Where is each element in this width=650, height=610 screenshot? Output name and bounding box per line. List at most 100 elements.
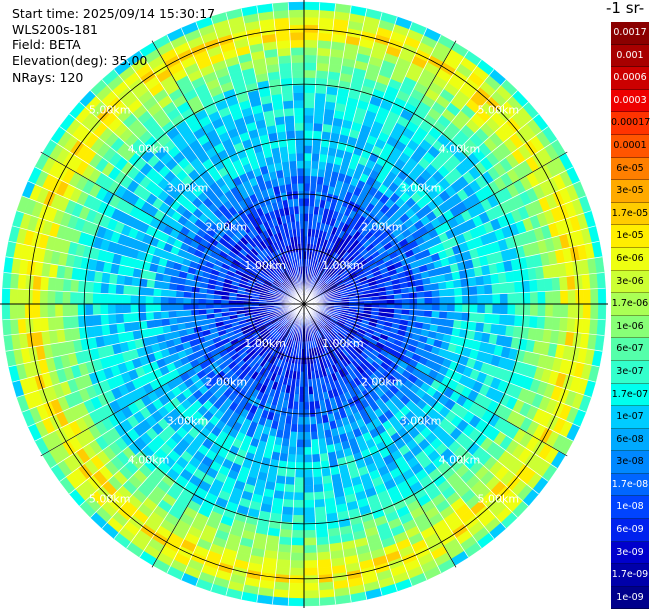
- colorbar-tick-label: 3e-07: [611, 360, 649, 384]
- ppi-gate: [160, 288, 170, 298]
- elevation-label: Elevation(deg): 35.00: [12, 53, 148, 68]
- ppi-gate: [297, 409, 305, 418]
- ppi-gate: [311, 453, 321, 463]
- ppi-gate: [469, 294, 478, 305]
- ppi-gate: [303, 537, 317, 546]
- ppi-gate: [70, 279, 79, 293]
- ppi-gate: [499, 314, 508, 326]
- ppi-gate: [115, 293, 124, 305]
- ppi-gate: [296, 167, 305, 177]
- ppi-gate: [317, 32, 333, 42]
- colorbar-tick-label: 1e-08: [611, 496, 649, 520]
- ppi-gate: [313, 115, 324, 125]
- ppi-gate: [316, 62, 330, 72]
- ppi-gate: [213, 299, 222, 305]
- ppi-gate: [276, 131, 287, 141]
- ppi-gate: [273, 17, 290, 27]
- ppi-gate: [303, 54, 318, 63]
- ppi-gate: [293, 492, 305, 501]
- ppi-gate: [438, 310, 448, 320]
- ppi-gate: [560, 303, 569, 319]
- ppi-gate: [278, 146, 289, 156]
- ppi-gate: [492, 303, 501, 315]
- ppi-gate: [31, 303, 41, 319]
- ppi-gate: [115, 284, 125, 295]
- ppi-gate: [311, 152, 321, 162]
- ppi-gate: [276, 39, 291, 49]
- ppi-gate: [468, 285, 478, 296]
- ppi-gate: [303, 99, 315, 109]
- ppi-gate: [319, 146, 330, 156]
- colorbar-tick-label: 6e-08: [611, 428, 649, 452]
- ppi-gate: [314, 499, 326, 508]
- ppi-gate: [84, 292, 94, 305]
- ppi-gate: [423, 310, 433, 318]
- ppi-gate: [597, 303, 607, 321]
- ppi-gate: [99, 303, 109, 315]
- ppi-gate: [39, 303, 48, 319]
- ppi-gate: [409, 303, 418, 311]
- ppi-gate: [70, 315, 79, 329]
- ppi-gate: [303, 454, 313, 463]
- ppi-gate: [551, 276, 561, 292]
- ppi-gate: [315, 529, 329, 538]
- ppi-gate: [54, 290, 63, 305]
- ppi-gate: [152, 303, 161, 313]
- ppi-gate: [313, 483, 324, 493]
- ppi-gate: [551, 316, 561, 332]
- ppi-gate: [122, 312, 132, 324]
- ppi-gate: [303, 590, 320, 599]
- ppi-gate: [303, 152, 313, 161]
- ppi-gate: [298, 394, 305, 403]
- ppi-gate: [293, 115, 305, 124]
- ppi-gate: [303, 198, 310, 207]
- ppi-gate: [276, 559, 291, 569]
- ppi-gate: [303, 582, 320, 592]
- ppi-gate: [289, 560, 305, 569]
- range-ring-label: 2.00km: [205, 376, 247, 389]
- ppi-gate: [491, 283, 501, 295]
- ppi-gate: [291, 537, 305, 546]
- ppi-gate: [299, 213, 305, 222]
- ppi-gate: [273, 589, 290, 599]
- ppi-gate: [447, 303, 456, 313]
- ppi-gate: [491, 313, 501, 325]
- ppi-gate: [315, 70, 329, 79]
- ppi-gate: [566, 275, 576, 291]
- ppi-gate: [297, 182, 305, 192]
- ppi-gate: [303, 182, 311, 192]
- ppi-gate: [303, 213, 309, 222]
- ppi-gate: [84, 303, 94, 316]
- ppi-gate: [294, 477, 305, 486]
- ppi-gate: [314, 514, 328, 523]
- ppi-gate: [9, 318, 19, 335]
- ppi-gate: [475, 321, 485, 333]
- ppi-gate: [452, 278, 462, 289]
- ppi-gate: [272, 596, 289, 606]
- ppi-gate: [281, 506, 294, 516]
- ppi-gate: [596, 319, 606, 336]
- ppi-gate: [293, 99, 305, 109]
- ppi-gate: [318, 581, 335, 591]
- ppi-gate: [198, 298, 207, 305]
- ppi-gate: [1, 303, 11, 321]
- ppi-gate: [2, 319, 12, 336]
- ppi-gate: [92, 314, 102, 327]
- ppi-gate: [316, 54, 331, 64]
- ppi-gate: [205, 298, 214, 305]
- ppi-gate: [107, 283, 117, 295]
- ppi-gate: [295, 152, 305, 161]
- range-ring-label: 1.00km: [244, 337, 286, 350]
- ppi-gate: [303, 409, 311, 418]
- ppi-gate: [278, 62, 292, 72]
- ppi-gate: [284, 115, 295, 125]
- ppi-gate: [507, 303, 516, 316]
- ppi-gate: [544, 277, 554, 292]
- ppi-gate: [303, 39, 319, 48]
- ppi-gate: [167, 303, 177, 312]
- ppi-gate: [290, 175, 298, 185]
- range-ring-label: 5.00km: [89, 492, 131, 505]
- ppi-gate: [303, 477, 314, 486]
- ppi-gate: [287, 597, 305, 607]
- ppi-gate: [317, 566, 333, 576]
